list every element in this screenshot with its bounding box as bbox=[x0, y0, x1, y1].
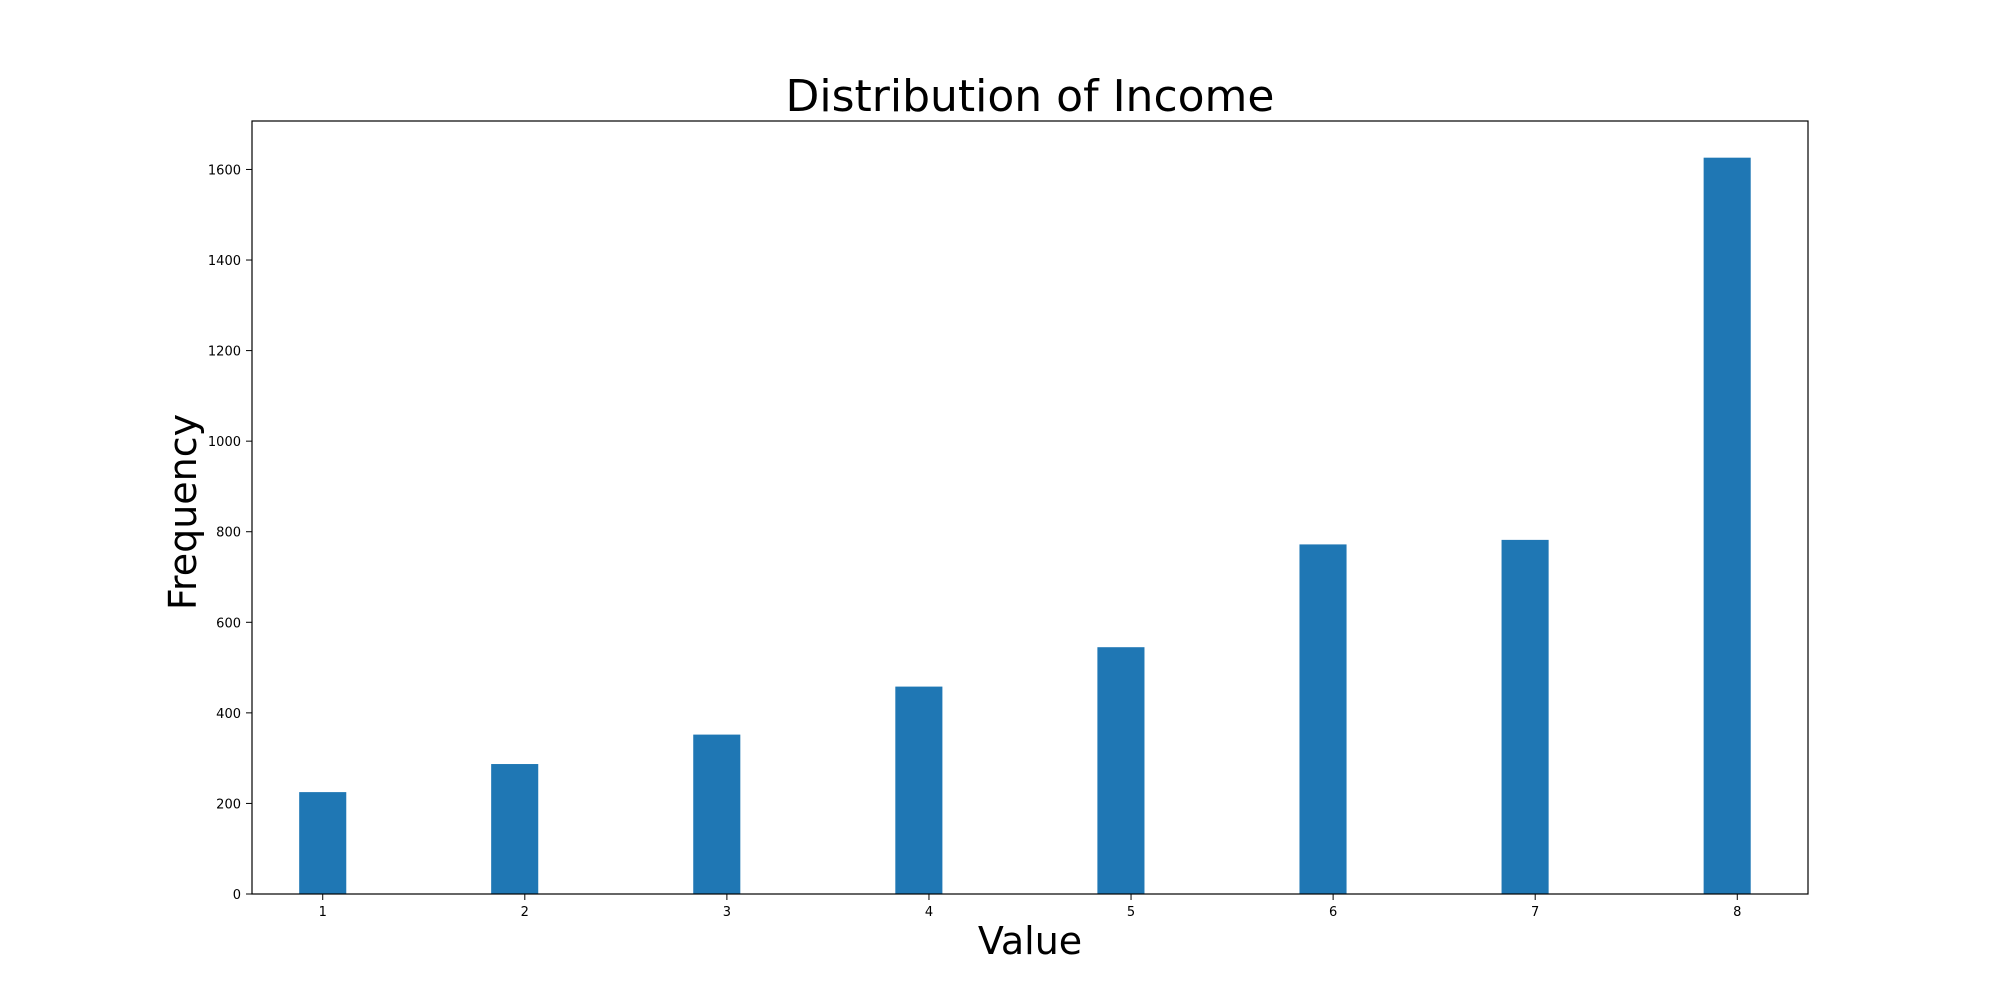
x-axis-label: Value bbox=[978, 919, 1082, 963]
x-tick-label: 5 bbox=[1127, 905, 1135, 920]
y-tick-label: 800 bbox=[216, 526, 241, 541]
y-tick-label: 600 bbox=[216, 616, 241, 631]
y-tick-label: 400 bbox=[216, 707, 241, 722]
y-tick-label: 200 bbox=[216, 797, 241, 812]
y-axis-label: Frequency bbox=[161, 414, 205, 610]
y-tick-label: 1400 bbox=[208, 254, 241, 269]
y-axis-ticks: 0 200 400 600 800 1000 1200 1400 1600 bbox=[208, 163, 252, 903]
bar-8 bbox=[1703, 157, 1751, 894]
bar-5 bbox=[1097, 647, 1145, 894]
bar-4 bbox=[895, 686, 943, 894]
x-tick-label: 3 bbox=[723, 905, 731, 920]
x-tick-label: 6 bbox=[1329, 905, 1337, 920]
x-tick-label: 4 bbox=[925, 905, 933, 920]
x-tick-label: 1 bbox=[319, 905, 327, 920]
y-tick-label: 1000 bbox=[208, 435, 241, 450]
y-tick-label: 0 bbox=[233, 888, 241, 903]
y-tick-label: 1600 bbox=[208, 163, 241, 178]
bar-6 bbox=[1299, 544, 1347, 894]
bar-1 bbox=[299, 792, 347, 894]
bar-3 bbox=[693, 734, 741, 894]
bar-7 bbox=[1501, 539, 1549, 894]
x-axis-ticks: 1 2 3 4 5 6 7 8 bbox=[319, 894, 1741, 920]
bar-2 bbox=[491, 764, 539, 894]
y-tick-label: 1200 bbox=[208, 345, 241, 360]
chart-title: Distribution of Income bbox=[786, 71, 1275, 122]
bars-group bbox=[299, 157, 1751, 894]
x-tick-label: 7 bbox=[1531, 905, 1539, 920]
plot-frame bbox=[251, 120, 1809, 895]
x-tick-label: 2 bbox=[521, 905, 529, 920]
x-tick-label: 8 bbox=[1733, 905, 1741, 920]
